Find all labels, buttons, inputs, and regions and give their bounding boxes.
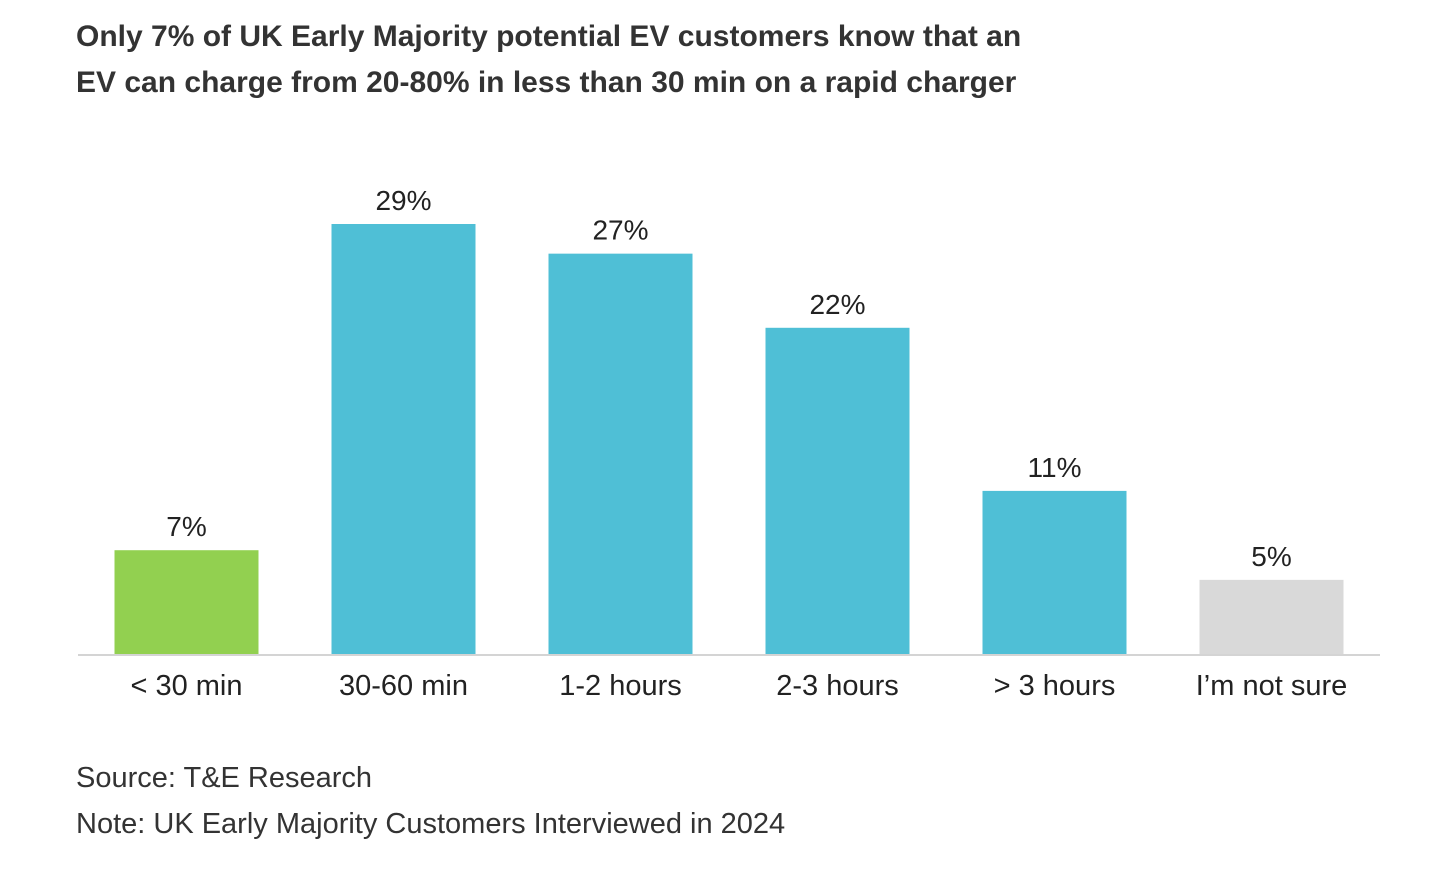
category-label-2: 30-60 min [339,670,468,702]
chart-title-line-1: Only 7% of UK Early Majority potential E… [76,20,1022,53]
value-label-6: 5% [1251,541,1291,572]
chart-title-line-2: EV can charge from 20-80% in less than 3… [76,66,1017,99]
category-label-3: 1-2 hours [559,670,682,702]
value-label-4: 22% [809,289,865,320]
value-labels-group: 7% 29% 27% 22% 11% 5% [166,185,1291,572]
value-label-2: 29% [375,185,431,216]
methodology-note: Note: UK Early Majority Customers Interv… [76,808,786,840]
category-label-5: > 3 hours [994,670,1116,702]
bar-5 [982,490,1127,654]
value-label-3: 27% [592,215,648,246]
bars-group [114,224,1344,655]
bar-6 [1199,579,1344,654]
category-label-1: < 30 min [130,670,242,702]
bar-2 [331,224,476,654]
bar-3 [548,253,693,655]
source-note: Source: T&E Research [76,762,373,794]
bar-1 [114,550,259,654]
category-labels-group: < 30 min 30-60 min 1-2 hours 2-3 hours > 3 h… [130,670,1347,702]
bar-4 [765,327,910,654]
chart-title: Only 7% of UK Early Majority potential E… [76,14,1176,106]
category-label-4: 2-3 hours [776,670,899,702]
value-label-5: 11% [1028,452,1082,483]
value-label-1: 7% [166,511,206,542]
category-label-6: I’m not sure [1196,670,1348,702]
